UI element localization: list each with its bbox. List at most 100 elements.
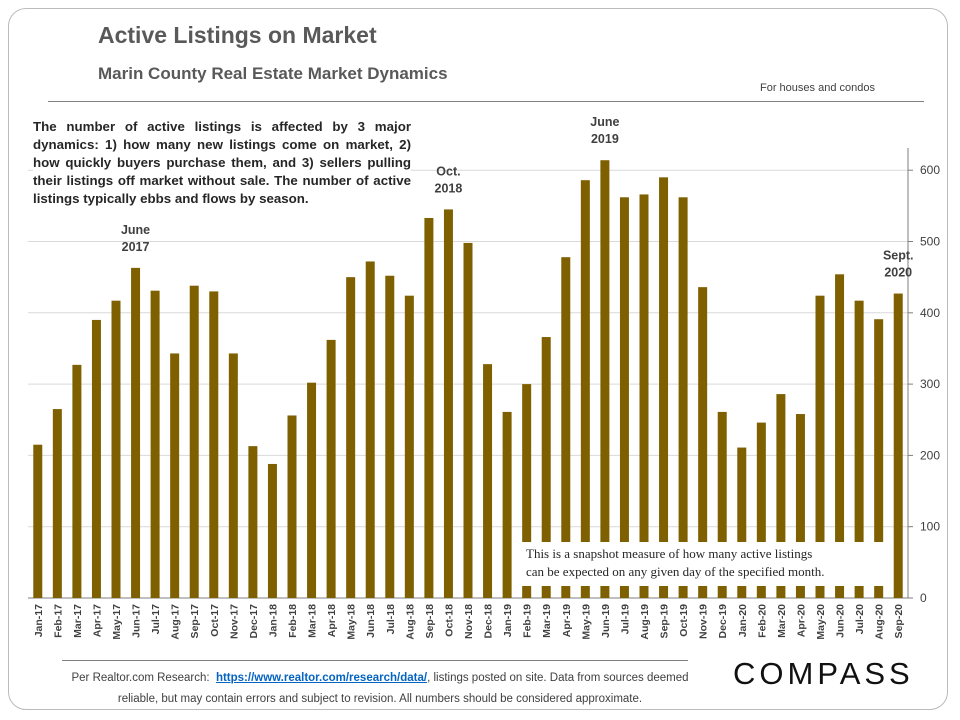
- x-tick-label: Aug-18: [404, 604, 416, 640]
- x-tick-label: Nov-17: [228, 604, 240, 639]
- x-tick-label: Jan-18: [267, 604, 279, 637]
- bar: [756, 422, 766, 598]
- bar: [639, 194, 649, 598]
- x-tick-label: Apr-20: [795, 604, 807, 637]
- x-tick-label: Mar-18: [307, 604, 319, 638]
- x-tick-label: Apr-19: [561, 604, 573, 637]
- x-tick-label: May-17: [111, 604, 123, 640]
- bar: [424, 217, 434, 598]
- bar: [619, 197, 629, 598]
- bar: [91, 319, 101, 598]
- snapshot-note: This is a snapshot measure of how many a…: [520, 542, 892, 586]
- x-tick-label: Feb-18: [287, 604, 299, 638]
- bar: [795, 414, 805, 598]
- y-tick-label: 600: [920, 163, 940, 177]
- bar: [502, 411, 512, 598]
- bar: [209, 291, 219, 598]
- description: The number of active listings is affecte…: [33, 118, 411, 208]
- annotation: Oct.: [436, 164, 460, 178]
- footer-rule: [62, 660, 688, 661]
- bar: [659, 177, 669, 598]
- bar: [541, 337, 551, 598]
- note: For houses and condos: [760, 82, 875, 94]
- brand-logo: COMPASS: [733, 656, 914, 691]
- y-tick-label: 500: [920, 235, 940, 249]
- bar: [404, 295, 414, 598]
- bar: [170, 353, 180, 598]
- x-tick-label: May-19: [580, 604, 592, 640]
- bar: [385, 275, 395, 598]
- chart-title: Active Listings on Market: [98, 22, 377, 48]
- x-tick-label: Nov-19: [698, 604, 710, 639]
- x-tick-label: Aug-19: [639, 604, 651, 640]
- x-tick-label: Dec-17: [248, 604, 260, 639]
- bar: [561, 257, 571, 598]
- bar: [600, 160, 610, 598]
- source-rest: , listings posted on site. Data from sou…: [117, 672, 689, 705]
- x-tick-label: May-18: [346, 604, 358, 640]
- bar: [150, 290, 160, 598]
- annotation: 2018: [435, 181, 463, 195]
- x-tick-label: Sep-20: [893, 604, 905, 639]
- bar: [72, 364, 82, 598]
- y-tick-label: 300: [920, 377, 940, 391]
- bar: [248, 446, 258, 598]
- bar: [737, 447, 747, 598]
- x-tick-label: Mar-17: [72, 604, 84, 638]
- x-tick-label: Jun-20: [835, 604, 847, 638]
- annotation: 2020: [884, 266, 912, 280]
- annotation: June: [121, 223, 150, 237]
- snapshot-line: This is a snapshot measure of how many a…: [526, 546, 813, 561]
- x-tick-label: Mar-19: [541, 604, 553, 638]
- x-tick-label: Apr-17: [91, 604, 103, 637]
- x-tick-label: Nov-18: [463, 604, 475, 639]
- frame: [8, 8, 948, 710]
- x-tick-label: Jan-19: [502, 604, 514, 637]
- x-tick-label: Sep-17: [189, 604, 201, 639]
- bar: [522, 384, 532, 598]
- x-tick-label: May-20: [815, 604, 827, 640]
- annotation: 2017: [122, 240, 150, 254]
- bar: [893, 293, 903, 598]
- y-tick-label: 0: [920, 591, 927, 605]
- x-tick-label: Aug-17: [170, 604, 182, 640]
- annotation: Sept.: [883, 249, 914, 263]
- x-tick-label: Jun-19: [600, 604, 612, 638]
- bar: [307, 382, 317, 598]
- bar: [346, 277, 356, 598]
- bar: [365, 261, 375, 598]
- bar: [131, 267, 141, 598]
- x-tick-label: Oct-19: [678, 604, 690, 637]
- x-tick-label: Jul-20: [854, 604, 866, 635]
- bar: [835, 274, 845, 598]
- x-tick-label: Oct-17: [209, 604, 221, 637]
- chart-subtitle: Marin County Real Estate Market Dynamics: [98, 64, 448, 83]
- bar: [463, 242, 473, 598]
- x-tick-label: Jan-20: [737, 604, 749, 637]
- source-link[interactable]: https://www.realtor.com/research/data/: [215, 672, 428, 684]
- annotation: 2019: [591, 132, 619, 146]
- x-tick-label: Jul-18: [385, 604, 397, 635]
- bar: [698, 287, 708, 598]
- x-tick-label: Sep-18: [424, 604, 436, 639]
- bar: [326, 339, 336, 598]
- bar: [483, 364, 493, 598]
- bar: [111, 300, 121, 598]
- y-tick-label: 100: [920, 520, 940, 534]
- bar: [717, 411, 727, 598]
- x-tick-label: Feb-19: [522, 604, 534, 638]
- bar: [52, 409, 62, 598]
- x-tick-label: Jul-17: [150, 604, 162, 635]
- x-tick-label: Jul-19: [619, 604, 631, 635]
- bar: [580, 180, 590, 598]
- x-tick-label: Jun-18: [365, 604, 377, 638]
- x-tick-label: Aug-20: [874, 604, 886, 640]
- x-tick-label: Jan-17: [33, 604, 45, 637]
- x-tick-label: Sep-19: [659, 604, 671, 639]
- bar: [228, 353, 238, 598]
- x-tick-label: Mar-20: [776, 604, 788, 638]
- bar: [776, 394, 786, 598]
- x-tick-label: Feb-20: [756, 604, 768, 638]
